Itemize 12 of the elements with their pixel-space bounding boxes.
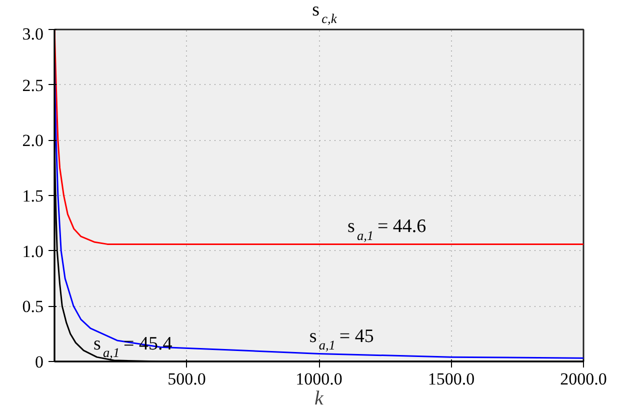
y-tick-label: 1.0 — [22, 242, 44, 261]
y-tick-label: 2.5 — [22, 76, 44, 95]
y-tick-label: 2.0 — [22, 131, 44, 150]
x-tick-label: 1000.0 — [296, 370, 342, 388]
y-tick-label: 0.5 — [22, 297, 44, 316]
y-tick-label: 3.0 — [22, 24, 44, 44]
x-tick-label: 2000.0 — [560, 370, 607, 388]
x-tick-label: 1500.0 — [428, 370, 475, 388]
x-axis-title: k — [314, 388, 325, 410]
x-tick-label: 500.0 — [168, 370, 206, 388]
y-tick-label: 1.5 — [22, 186, 44, 206]
y-tick-label: 0 — [35, 352, 44, 372]
